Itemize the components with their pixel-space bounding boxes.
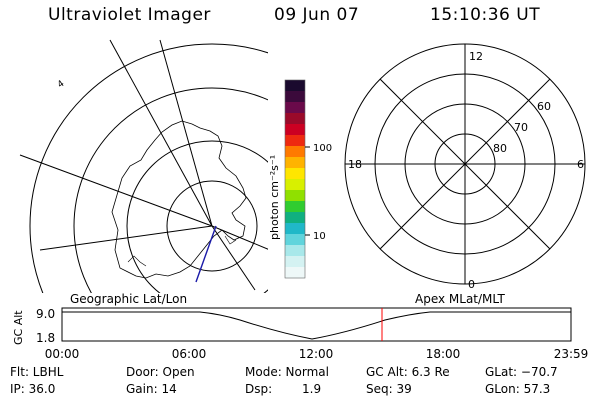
gc-alt-info: GC Alt: 6.3 Re <box>366 365 450 379</box>
colorbar-swatch <box>285 234 305 246</box>
observation-time: 15:10:36 UT <box>430 5 541 25</box>
map-meridian-line <box>211 225 268 250</box>
mlat-label: 80 <box>493 142 507 155</box>
colorbar-swatch <box>285 201 305 213</box>
glat-info: GLat: −70.7 <box>485 365 558 379</box>
colorbar-swatch <box>285 223 305 235</box>
colorbar-tick-label: 10 <box>313 231 326 242</box>
dsp-info: Dsp: <box>245 382 273 396</box>
ip-info: IP: 36.0 <box>10 382 56 396</box>
altitude-curve <box>62 311 571 340</box>
coastline-detail <box>127 235 237 267</box>
mlat-label: 70 <box>514 121 528 134</box>
colorbar-swatch <box>285 124 305 136</box>
mlat-label: 60 <box>537 100 551 113</box>
map-latitude-circle <box>166 180 258 272</box>
timeline-frame <box>61 307 572 342</box>
timeline-xtick: 06:00 <box>172 347 207 361</box>
colorbar-swatch <box>285 212 305 224</box>
mlt-label-bottom: 0 <box>468 278 475 291</box>
seq-info: Seq: 39 <box>366 382 412 396</box>
map-latitude-circle <box>29 43 268 293</box>
colorbar-tick-label: 100 <box>313 143 332 154</box>
map-meridian-line <box>19 154 213 227</box>
colorbar-swatch <box>285 80 305 92</box>
map-meridian-line <box>159 39 213 227</box>
colorbar-swatch <box>285 256 305 268</box>
filter-info: Flt: LBHL <box>10 365 64 379</box>
mode-info: Mode: Normal <box>245 365 329 379</box>
colorbar-swatch <box>285 91 305 103</box>
timeline-ytick: 1.8 <box>36 331 55 345</box>
map-latitude-circle <box>73 87 268 293</box>
map-meridian-line <box>39 225 213 251</box>
colorbar <box>285 80 305 279</box>
coastline-outline <box>111 120 247 279</box>
mlt-label-left: 18 <box>348 158 362 171</box>
observation-date: 09 Jun 07 <box>274 5 360 25</box>
mlt-label-top: 12 <box>469 50 483 63</box>
timeline-xtick: 12:00 <box>299 347 334 361</box>
apex-caption: Apex MLat/MLT <box>415 292 505 306</box>
timeline-ytick: 9.0 <box>36 307 55 321</box>
colorbar-swatch <box>285 245 305 257</box>
glon-info: GLon: 57.3 <box>485 382 551 396</box>
colorbar-swatch <box>285 146 305 158</box>
colorbar-swatch <box>285 168 305 180</box>
timeline-ylabel: GC Alt <box>12 310 25 345</box>
mlt-label-right: 6 <box>577 158 584 171</box>
colorbar-swatch <box>285 113 305 125</box>
colorbar-swatch <box>285 179 305 191</box>
colorbar-swatch <box>285 267 305 279</box>
map-grid-label: 4 <box>56 79 67 91</box>
colorbar-swatch <box>285 190 305 202</box>
viewing-track <box>195 225 217 283</box>
timeline-xtick: 23:59 <box>554 347 589 361</box>
map-meridian-line <box>211 225 256 291</box>
geographic-map <box>19 39 268 293</box>
polar-plot <box>344 43 586 285</box>
map-latitude-circle <box>126 140 268 293</box>
polar-spoke <box>379 78 551 250</box>
colorbar-frame <box>284 79 306 279</box>
timeline-xtick: 00:00 <box>45 347 80 361</box>
colorbar-swatch <box>285 135 305 147</box>
gain-info: Gain: 14 <box>126 382 177 396</box>
colorbar-swatch <box>285 157 305 169</box>
instrument-title: Ultraviolet Imager <box>48 5 211 25</box>
door-info: Door: Open <box>126 365 195 379</box>
colorbar-swatch <box>285 102 305 114</box>
geographic-caption: Geographic Lat/Lon <box>70 292 187 306</box>
colorbar-unit-label: photon cm⁻²s⁻¹ <box>268 155 281 240</box>
timeline-xtick: 18:00 <box>426 347 461 361</box>
dsp-value: 1.9 <box>302 382 322 396</box>
